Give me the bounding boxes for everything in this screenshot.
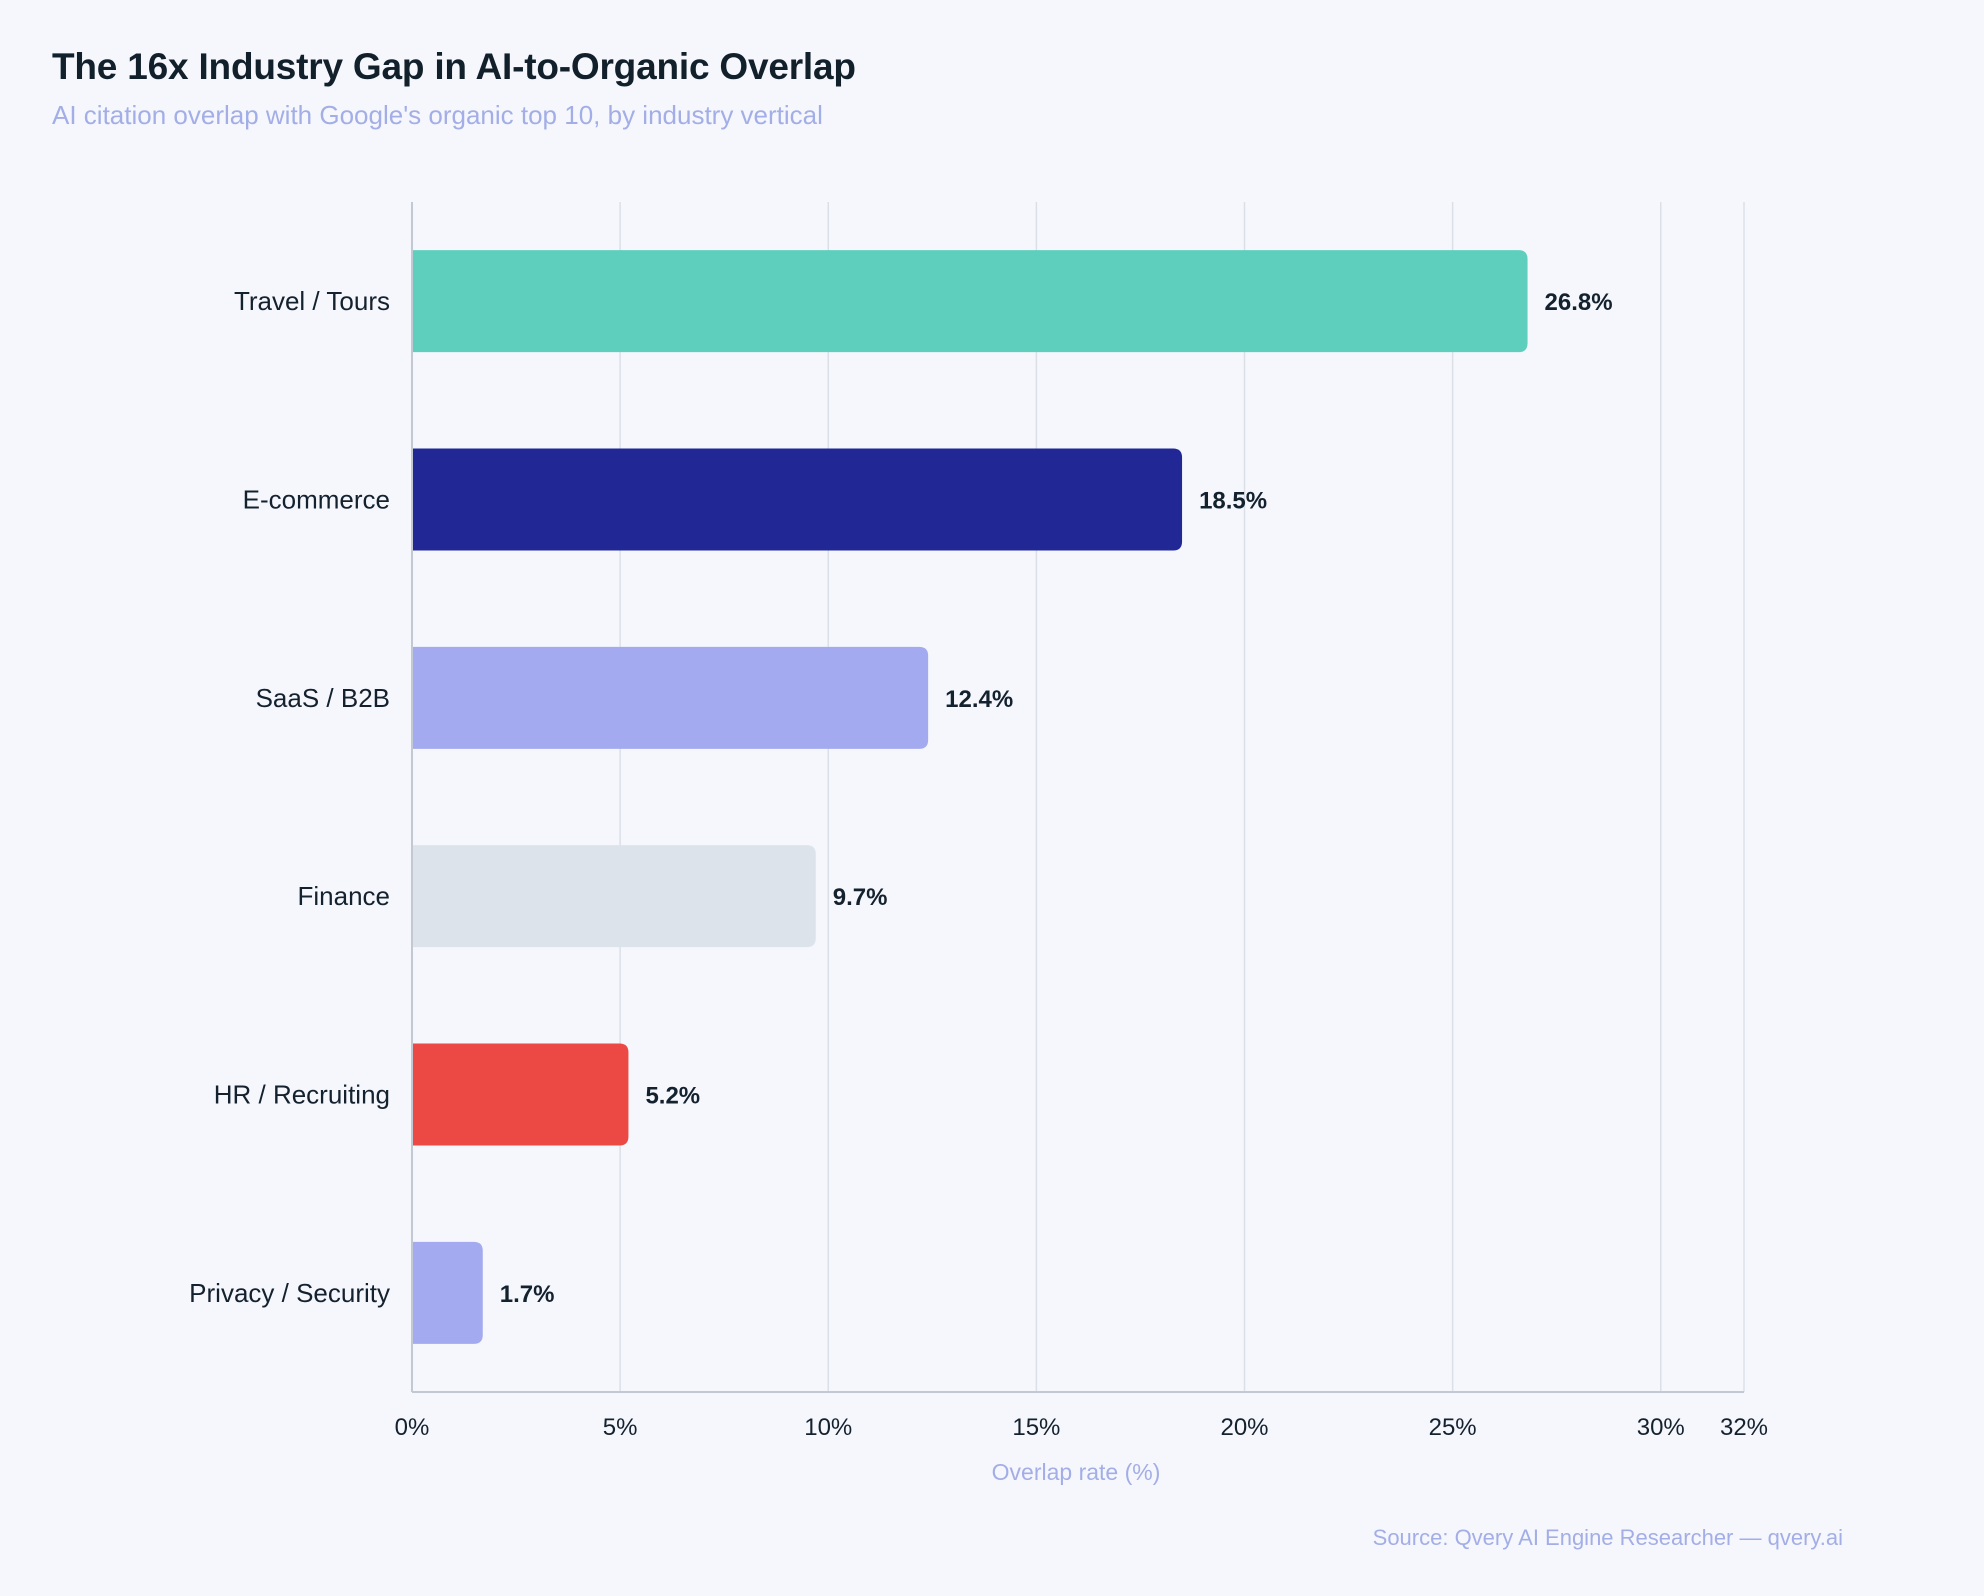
bar: [412, 250, 1528, 353]
gridlines: [619, 202, 1745, 1392]
value-labels: 26.8% 18.5% 12.4% 9.7% 5.2% 1.7%: [500, 289, 1613, 1308]
chart-subtitle: AI citation overlap with Google's organi…: [52, 100, 823, 130]
bar: [412, 646, 929, 749]
value-label: 9.7%: [833, 884, 888, 911]
value-label: 1.7%: [500, 1281, 555, 1308]
x-tick-labels: 0% 5% 10% 15% 20% 25% 30% 32%: [395, 1414, 1768, 1441]
x-tick-label: 5%: [603, 1414, 638, 1441]
category-label: E-commerce: [243, 485, 390, 515]
bar: [412, 1241, 483, 1344]
x-tick-label: 30%: [1637, 1414, 1685, 1441]
category-label: Travel / Tours: [234, 286, 390, 316]
x-tick-label: 10%: [804, 1414, 852, 1441]
chart-title: The 16x Industry Gap in AI-to-Organic Ov…: [52, 46, 856, 87]
x-tick-label: 32%: [1720, 1414, 1768, 1441]
x-axis-title: Overlap rate (%): [992, 1459, 1161, 1485]
x-tick-label: 15%: [1012, 1414, 1060, 1441]
value-label: 12.4%: [945, 686, 1013, 713]
value-label: 26.8%: [1545, 289, 1613, 316]
category-label: SaaS / B2B: [256, 683, 390, 713]
category-label: Finance: [298, 881, 391, 911]
value-label: 5.2%: [645, 1083, 700, 1110]
category-label: HR / Recruiting: [214, 1080, 390, 1110]
x-tick-label: 20%: [1220, 1414, 1268, 1441]
bars: [412, 250, 1528, 1344]
x-tick-label: 0%: [395, 1414, 430, 1441]
x-tick-label: 25%: [1429, 1414, 1477, 1441]
value-label: 18.5%: [1199, 488, 1267, 515]
bar: [412, 845, 816, 948]
category-labels: Travel / Tours E-commerce SaaS / B2B Financ…: [189, 286, 390, 1308]
source-note: Source: Qvery AI Engine Researcher — qve…: [1372, 1525, 1843, 1550]
bar: [412, 448, 1183, 551]
bar: [412, 1043, 629, 1146]
category-label: Privacy / Security: [189, 1278, 390, 1308]
